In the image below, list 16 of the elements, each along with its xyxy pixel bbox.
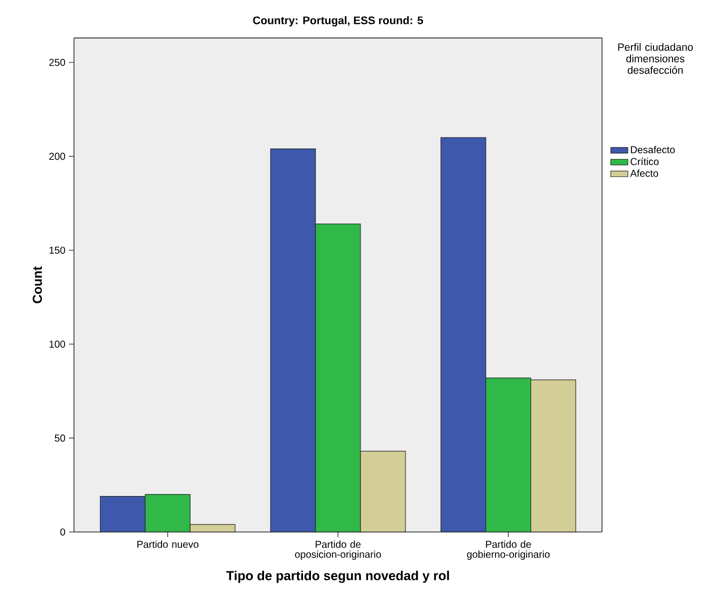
chart-title: Country: Portugal, ESS round: 5 xyxy=(253,16,424,26)
x-axis-title: Tipo de partido segun novedad y rol xyxy=(226,570,449,583)
legend-title: Perfil ciudadano dimensiones desafección xyxy=(618,43,693,74)
legend-label: Desafecto xyxy=(630,146,675,154)
y-tick-label: 250 xyxy=(49,58,66,66)
y-tick-label: 150 xyxy=(50,246,66,254)
y-tick-label: 200 xyxy=(49,152,66,160)
y-axis-title: Count xyxy=(32,266,42,304)
x-tick-label: Partido de oposicion-originario xyxy=(295,540,381,560)
legend-label: Afecto xyxy=(630,170,658,177)
x-tick-label: Partido nuevo xyxy=(137,540,198,548)
y-tick-label: 50 xyxy=(54,434,66,442)
y-tick-label: 0 xyxy=(60,528,66,536)
y-tick-label: 100 xyxy=(50,340,66,348)
legend-label: Crítico xyxy=(630,158,659,166)
x-tick-label: Partido de gobierno-originario xyxy=(467,540,550,560)
